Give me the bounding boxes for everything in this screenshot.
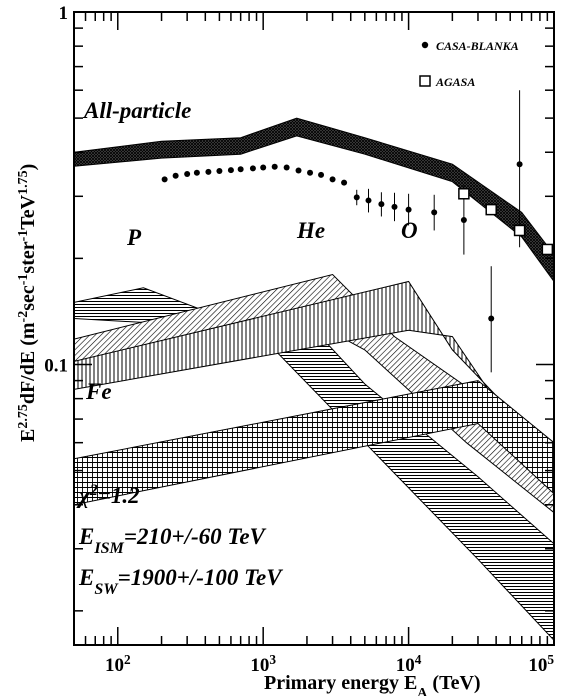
data-point-casa-blanka (341, 179, 348, 186)
data-point-casa-blanka (460, 216, 467, 223)
data-point-casa-blanka (193, 169, 200, 176)
band-label-o: O (401, 218, 418, 243)
data-point-casa-blanka (365, 197, 372, 204)
legend-label-agasa: AGASA (435, 75, 475, 89)
axis-ticks (73, 11, 555, 645)
band-label-he: He (296, 218, 325, 243)
band-o (74, 280, 554, 488)
x-tick-label: 103 (250, 652, 276, 677)
data-point-agasa (458, 188, 470, 200)
band-label-fe: Fe (85, 379, 112, 404)
legend-marker-agasa (419, 75, 431, 87)
data-point-casa-blanka (488, 315, 495, 322)
band-fe (74, 380, 554, 506)
y-tick-label: 1 (59, 3, 69, 24)
data-point-casa-blanka (318, 171, 325, 178)
fit-annotation: ESW=1900+/-100 TeV (78, 565, 283, 598)
data-point-casa-blanka (431, 209, 438, 216)
data-point-agasa (541, 243, 554, 256)
x-axis-title: Primary energy EA (TeV) (264, 672, 481, 696)
data-points (161, 90, 554, 373)
data-point-casa-blanka (283, 164, 290, 171)
plot-frame (73, 11, 555, 646)
data-point-casa-blanka (216, 167, 223, 174)
fit-annotations: χ2=1.2 EISM=210+/-60 TeV ESW=1900+/-100 Te… (76, 482, 283, 598)
data-point-casa-blanka (271, 163, 278, 170)
data-point-casa-blanka (184, 171, 191, 178)
band-labels: All-particle P He O Fe (82, 98, 418, 404)
data-point-casa-blanka (405, 206, 412, 213)
data-point-casa-blanka (307, 169, 314, 176)
data-point-casa-blanka (516, 161, 523, 168)
legend-marker-casa-blanka (421, 41, 429, 49)
axis-tick-labels: 102 103 104 105 0.1 1 (44, 3, 554, 676)
fit-annotation: χ2=1.2 (76, 482, 140, 509)
data-point-casa-blanka (391, 203, 398, 210)
data-point-casa-blanka (295, 167, 302, 174)
data-point-casa-blanka (205, 168, 212, 175)
band-label-all-particle: All-particle (82, 98, 191, 123)
y-tick-label: 0.1 (44, 355, 68, 376)
data-point-casa-blanka (378, 201, 385, 208)
data-point-casa-blanka (260, 164, 267, 171)
band-label-p: P (126, 225, 142, 250)
y-axis-title: E2.75dF/dE (m-2sec-1ster-1TeV1.75) (16, 164, 40, 442)
data-point-casa-blanka (353, 194, 360, 201)
band-all-particle (74, 117, 554, 283)
x-tick-label: 105 (528, 652, 554, 677)
data-point-casa-blanka (172, 172, 179, 179)
x-tick-label: 102 (105, 652, 131, 677)
fit-annotation: EISM=210+/-60 TeV (78, 524, 267, 557)
data-point-casa-blanka (329, 176, 336, 183)
data-point-casa-blanka (227, 167, 234, 174)
data-point-agasa (485, 203, 497, 216)
model-bands (74, 117, 554, 642)
data-point-casa-blanka (161, 176, 168, 183)
data-point-casa-blanka (237, 166, 244, 173)
x-tick-label: 104 (396, 652, 422, 677)
data-point-casa-blanka (249, 165, 256, 172)
legend-label-casa-blanka: CASA-BLANKA (436, 39, 519, 53)
data-point-agasa (513, 224, 526, 237)
legend: CASA-BLANKA AGASA (419, 39, 519, 89)
